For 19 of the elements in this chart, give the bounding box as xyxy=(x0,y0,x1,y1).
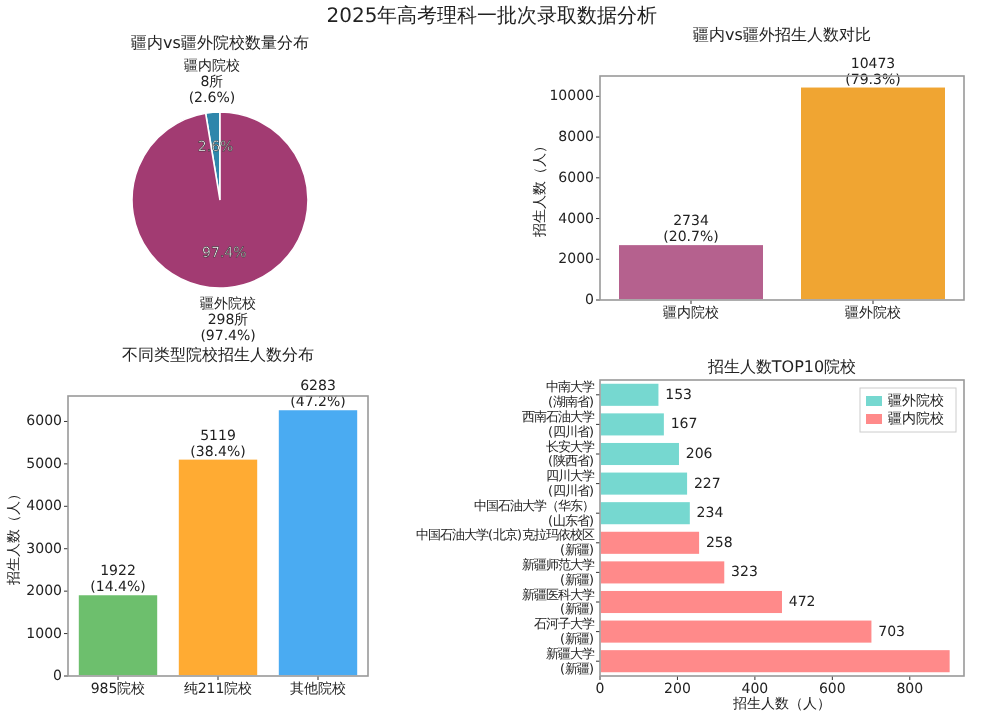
bar xyxy=(599,441,681,467)
pie-slice xyxy=(131,111,309,289)
bar xyxy=(177,458,259,677)
chart-title: 疆内vs疆外招生人数对比 xyxy=(693,26,871,44)
bar xyxy=(599,589,784,615)
bar xyxy=(599,530,701,556)
chart-title: 不同类型院校招生人数分布 xyxy=(122,346,314,364)
chart-title: 招生人数TOP10院校 xyxy=(705,358,857,376)
bar xyxy=(599,411,666,438)
bar xyxy=(277,408,359,677)
bar xyxy=(599,382,661,408)
bar xyxy=(599,559,726,586)
bar xyxy=(599,648,952,674)
bar xyxy=(599,618,874,645)
bar xyxy=(77,593,159,677)
bar xyxy=(599,500,692,526)
chart-title: 疆内vs疆外院校数量分布 xyxy=(131,33,309,52)
text: 2025年高考理科一批次录取数据分析 xyxy=(326,3,658,28)
bar xyxy=(599,470,689,497)
